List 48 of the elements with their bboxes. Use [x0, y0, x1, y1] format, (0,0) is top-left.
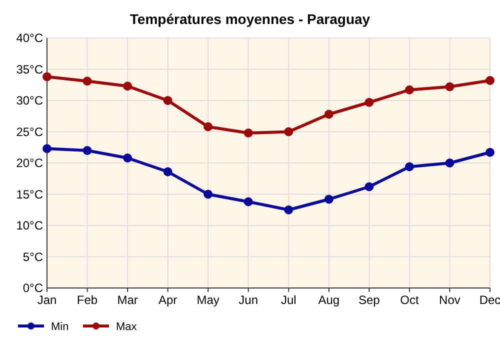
point	[82, 76, 92, 86]
point	[204, 122, 213, 132]
x-tick-label: Aug	[318, 293, 340, 307]
x-tick-label: May	[196, 293, 220, 307]
point	[445, 158, 454, 168]
x-tick-label: Sep	[358, 293, 380, 307]
point	[486, 76, 494, 85]
y-tick-label: 0°C	[22, 281, 44, 296]
point	[284, 205, 294, 214]
x-tick-label: Feb	[76, 293, 98, 307]
point	[404, 85, 414, 94]
legend-label: Max	[116, 320, 138, 333]
y-tick-label: 20°C	[16, 156, 44, 170]
y-tick-label: 5°C	[22, 250, 44, 264]
chart-title: Températures moyennes - Paraguay	[130, 11, 370, 27]
point	[324, 110, 334, 119]
y-tick-label: 30°C	[16, 94, 44, 108]
point	[445, 82, 454, 92]
point	[486, 148, 494, 157]
point	[324, 194, 334, 204]
x-tick-label: Jan	[37, 293, 57, 307]
y-tick-label: 10°C	[16, 218, 44, 233]
x-tick-label: Oct	[400, 293, 420, 307]
point	[42, 72, 52, 82]
y-tick-label: 15°C	[16, 187, 44, 202]
point	[163, 167, 172, 176]
point	[364, 182, 374, 192]
point	[163, 96, 172, 105]
point	[82, 146, 92, 155]
x-tick-label: Dec	[479, 293, 500, 307]
y-tick-label: 25°C	[16, 124, 44, 139]
x-tick-label: Jul	[280, 293, 296, 307]
x-tick-label: Nov	[439, 293, 460, 307]
x-tick-label: Apr	[158, 293, 178, 307]
point	[284, 127, 294, 136]
point	[244, 197, 253, 206]
point	[244, 128, 253, 138]
legend-label: Min	[51, 320, 69, 333]
point	[204, 190, 213, 199]
y-tick-label: 35°C	[16, 62, 44, 76]
x-tick-label: Mar	[117, 293, 138, 307]
point	[123, 154, 132, 162]
point	[123, 82, 132, 91]
point	[42, 144, 52, 154]
x-tick-label: Jun	[238, 293, 258, 307]
y-tick-label: 40°C	[16, 31, 44, 46]
point	[404, 162, 414, 172]
point	[364, 98, 374, 107]
